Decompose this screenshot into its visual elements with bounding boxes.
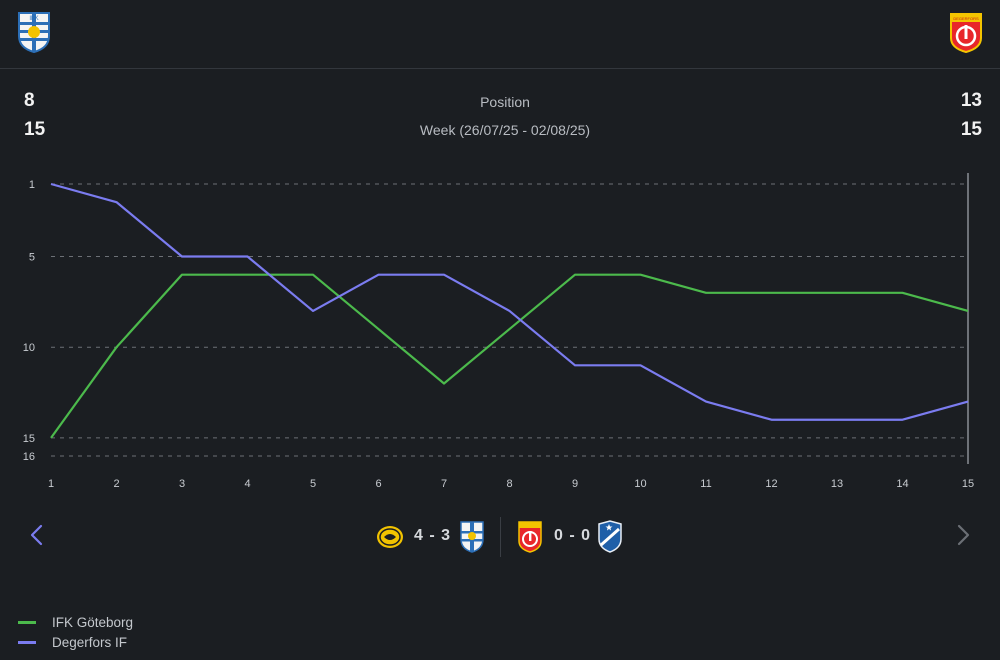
match-score: 4 - 3: [414, 527, 452, 544]
series-line-ifk-g-teborg[interactable]: [50, 273, 969, 439]
chart-legend: IFK Göteborg Degerfors IF: [18, 612, 133, 652]
y-tick-label: 1: [29, 179, 35, 191]
chevron-left-icon[interactable]: [22, 520, 52, 550]
match-divider: [500, 517, 501, 557]
legend-label: Degerfors IF: [52, 634, 128, 650]
y-tick-label: 16: [23, 451, 35, 463]
degerfors-crest-icon[interactable]: [516, 519, 544, 553]
y-tick-label: 10: [23, 342, 35, 354]
x-tick-label: 15: [962, 478, 974, 490]
legend-swatch: [18, 620, 36, 624]
y-tick-label: 15: [23, 433, 35, 445]
x-tick-label: 14: [896, 478, 908, 490]
degerfors-crest-icon[interactable]: DEGERFORS: [948, 10, 984, 54]
elfsborg-crest-icon[interactable]: [376, 519, 404, 553]
x-tick-label: 10: [634, 478, 646, 490]
away-week: 15: [960, 119, 982, 140]
x-tick-label: 5: [310, 478, 316, 490]
home-position: 8: [24, 90, 35, 111]
period-title: Week (26/07/25 - 02/08/25): [419, 122, 591, 138]
crest-text-home: IFK: [29, 16, 38, 22]
legend-swatch: [18, 640, 36, 644]
legend-item-ifk-goteborg[interactable]: IFK Göteborg: [18, 612, 133, 632]
ifk-goteborg-crest-icon[interactable]: IFK: [16, 10, 52, 54]
x-tick-label: 4: [244, 478, 250, 490]
away-position: 13: [960, 90, 982, 111]
sirius-crest-icon[interactable]: [596, 519, 624, 553]
match-score: 0 - 0: [554, 527, 592, 544]
home-week: 15: [24, 119, 46, 140]
x-tick-label: 7: [441, 478, 447, 490]
x-tick-label: 9: [572, 478, 578, 490]
y-tick-label: 5: [29, 252, 35, 264]
legend-label: IFK Göteborg: [52, 614, 134, 630]
ifk-goteborg-crest-icon[interactable]: [458, 519, 486, 553]
crest-text-away: DEGERFORS: [953, 16, 979, 21]
x-tick-label: 3: [179, 478, 185, 490]
chevron-right-icon[interactable]: [948, 520, 978, 550]
x-tick-label: 8: [506, 478, 512, 490]
x-tick-label: 6: [375, 478, 381, 490]
x-tick-label: 11: [700, 478, 711, 490]
metric-title: Position: [480, 94, 530, 110]
legend-item-degerfors[interactable]: Degerfors IF: [18, 632, 133, 652]
match-results: 4 - 3 0 - 0: [370, 515, 640, 559]
series-line-degerfors-if[interactable]: [50, 182, 969, 421]
team-header: IFK DEGERFORS: [0, 0, 1000, 69]
x-tick-label: 12: [765, 478, 777, 490]
x-tick-label: 1: [48, 478, 54, 490]
x-tick-label: 2: [113, 478, 119, 490]
x-tick-label: 13: [831, 478, 843, 490]
